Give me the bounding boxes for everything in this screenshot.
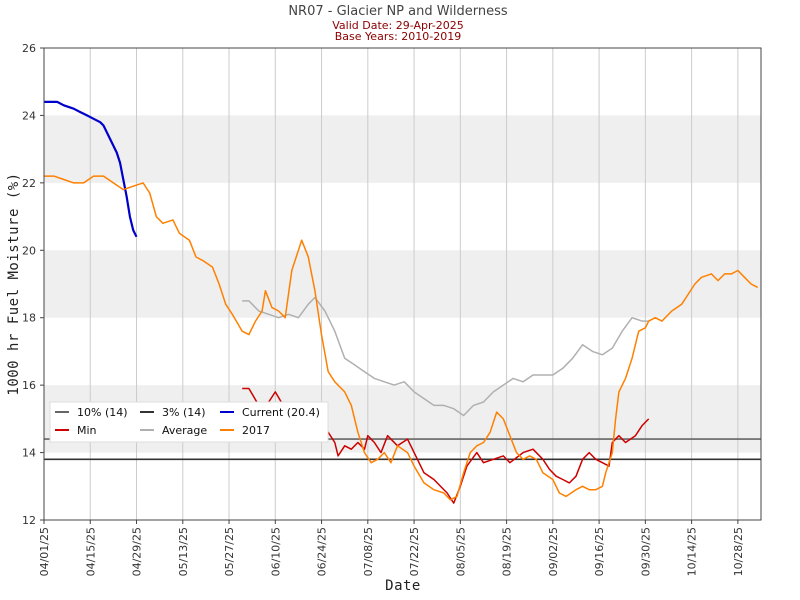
x-tick-label: 06/24/25 xyxy=(316,527,329,576)
y-axis-ticks: 12 14 16 18 20 22 24 26 xyxy=(22,42,44,527)
legend-label: 10% (14) xyxy=(77,406,128,419)
shaded-band xyxy=(44,115,761,183)
x-tick-label: 09/30/25 xyxy=(639,527,652,576)
x-tick-label: 05/13/25 xyxy=(177,527,190,576)
x-tick-label: 08/19/25 xyxy=(501,527,514,576)
x-tick-label: 05/27/25 xyxy=(223,527,236,576)
legend-label: 3% (14) xyxy=(162,406,206,419)
y-axis-label: 1000 hr Fuel Moisture (%) xyxy=(6,172,22,395)
y-tick-label: 14 xyxy=(22,447,36,460)
x-tick-label: 04/01/25 xyxy=(38,527,51,576)
series-line-average xyxy=(242,296,649,417)
x-tick-label: 10/28/25 xyxy=(732,527,745,576)
x-tick-label: 08/05/25 xyxy=(454,527,467,576)
y-tick-label: 12 xyxy=(22,514,36,527)
x-tick-label: 10/14/25 xyxy=(686,527,699,576)
legend-label: Min xyxy=(77,424,97,437)
legend-label: 2017 xyxy=(242,424,270,437)
chart-subtitle-valid-date: Valid Date: 29-Apr-2025 xyxy=(332,19,464,32)
y-tick-label: 26 xyxy=(22,42,36,55)
x-axis-label: Date xyxy=(385,578,421,594)
legend-label: Current (20.4) xyxy=(242,406,320,419)
y-tick-label: 16 xyxy=(22,379,36,392)
chart-subtitle-base-years: Base Years: 2010-2019 xyxy=(335,30,461,43)
chart-legend: 10% (14) 3% (14) Current (20.4) Min Average 2… xyxy=(49,401,329,443)
x-tick-label: 09/02/25 xyxy=(547,527,560,576)
y-tick-label: 22 xyxy=(22,177,36,190)
shaded-band xyxy=(44,250,761,318)
shaded-bands xyxy=(44,115,761,453)
x-tick-label: 04/15/25 xyxy=(84,527,97,576)
series-line-current-20-4 xyxy=(44,100,138,238)
legend-label: Average xyxy=(162,424,207,437)
chart-title: NR07 - Glacier NP and Wilderness xyxy=(288,4,508,19)
plot-frame xyxy=(43,47,762,521)
x-tick-label: 07/22/25 xyxy=(408,527,421,576)
y-tick-label: 18 xyxy=(22,312,36,325)
x-tick-label: 04/29/25 xyxy=(131,527,144,576)
x-tick-label: 07/08/25 xyxy=(362,527,375,576)
x-axis-ticks: 04/01/25 04/15/25 04/29/25 05/13/25 05/27/25… xyxy=(38,520,745,576)
legend-box xyxy=(49,401,329,443)
x-tick-label: 09/16/25 xyxy=(593,527,606,576)
series-line-2017 xyxy=(44,175,759,501)
y-tick-label: 20 xyxy=(22,244,36,257)
x-tick-label: 06/10/25 xyxy=(269,527,282,576)
y-tick-label: 24 xyxy=(22,109,36,122)
